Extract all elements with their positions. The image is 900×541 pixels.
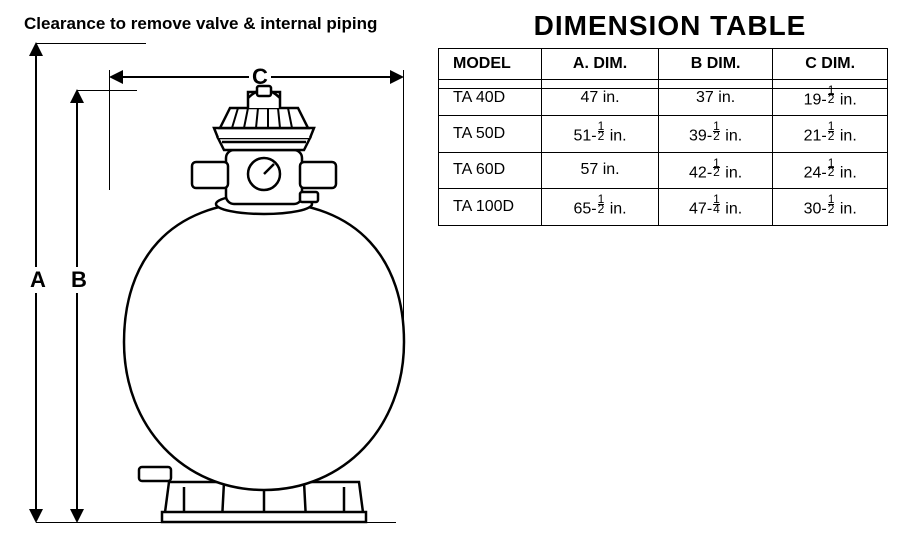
- table-row: TA 60D57 in.42-12 in.24-12 in.: [439, 152, 888, 188]
- table-title: DIMENSION TABLE: [450, 10, 890, 42]
- dimension-table: MODEL A. DIM. B DIM. C DIM. TA 40D47 in.…: [438, 48, 888, 226]
- dim-a-arrow-top: [29, 42, 43, 56]
- cell-b: 39-12 in.: [658, 116, 773, 152]
- table-row: TA 100D65-12 in.47-14 in.30-12 in.: [439, 189, 888, 225]
- dim-b-arrow-top: [70, 89, 84, 103]
- dim-b-line: [76, 97, 78, 515]
- page-container: Clearance to remove valve & internal pip…: [0, 0, 900, 541]
- cell-c: 19-12 in.: [773, 80, 888, 116]
- cell-a: 65-12 in.: [542, 189, 659, 225]
- cell-model: TA 60D: [439, 152, 542, 188]
- cell-a: 51-12 in.: [542, 116, 659, 152]
- sand-filter-illustration: [114, 42, 414, 532]
- cell-a: 47 in.: [542, 80, 659, 116]
- cell-b: 37 in.: [658, 80, 773, 116]
- table-header-row: MODEL A. DIM. B DIM. C DIM.: [439, 49, 888, 80]
- dim-a-letter: A: [27, 267, 49, 293]
- cell-c: 24-12 in.: [773, 152, 888, 188]
- dimension-diagram: A B C: [24, 42, 424, 532]
- table-row: TA 40D47 in.37 in.19-12 in.: [439, 80, 888, 116]
- cell-model: TA 40D: [439, 80, 542, 116]
- cell-c: 30-12 in.: [773, 189, 888, 225]
- col-a: A. DIM.: [542, 49, 659, 80]
- cell-b: 47-14 in.: [658, 189, 773, 225]
- ext-line-c-left: [109, 70, 110, 190]
- cell-c: 21-12 in.: [773, 116, 888, 152]
- table-row: TA 50D51-12 in.39-12 in.21-12 in.: [439, 116, 888, 152]
- cell-b: 42-12 in.: [658, 152, 773, 188]
- cell-a: 57 in.: [542, 152, 659, 188]
- col-b: B DIM.: [658, 49, 773, 80]
- clearance-note: Clearance to remove valve & internal pip…: [24, 14, 377, 34]
- dim-b-arrow-bottom: [70, 509, 84, 523]
- col-c: C DIM.: [773, 49, 888, 80]
- table-header-double-rule: [438, 88, 888, 89]
- col-model: MODEL: [439, 49, 542, 80]
- cell-model: TA 100D: [439, 189, 542, 225]
- dim-b-letter: B: [68, 267, 90, 293]
- dim-a-arrow-bottom: [29, 509, 43, 523]
- cell-model: TA 50D: [439, 116, 542, 152]
